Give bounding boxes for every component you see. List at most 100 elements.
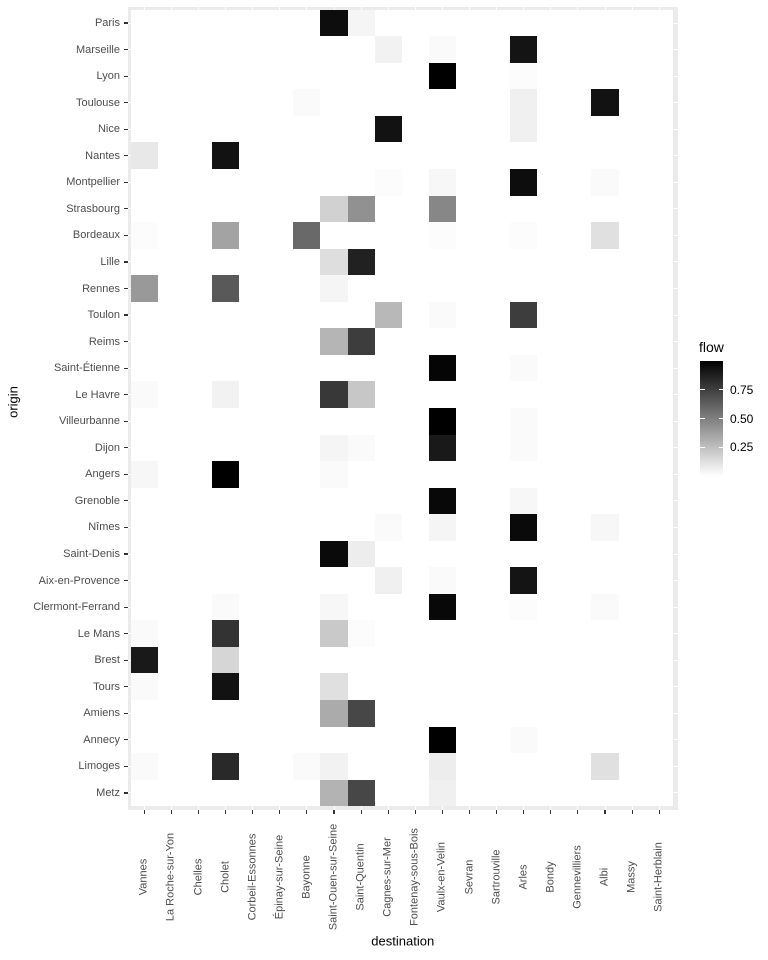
heatmap-tile <box>212 593 240 621</box>
tile-area <box>130 9 673 807</box>
y-tick-label: Amiens <box>83 707 120 720</box>
y-tick-label: Lille <box>100 255 120 268</box>
heatmap-tile <box>428 593 456 621</box>
y-tick-mark <box>124 75 128 77</box>
heatmap-tile <box>130 461 158 488</box>
y-tick-mark <box>124 659 128 661</box>
x-tick-mark <box>658 809 660 814</box>
heatmap-tile <box>510 36 538 63</box>
heatmap-tile <box>212 753 240 780</box>
y-tick-label: Annecy <box>83 733 120 746</box>
heatmap-tile <box>591 169 619 196</box>
heatmap-tile <box>591 593 619 621</box>
x-tick-label: Massy <box>625 861 638 893</box>
x-tick-label: Vaulx-en-Velin <box>435 841 448 913</box>
y-tick-label: Bordeaux <box>72 229 120 242</box>
y-tick-mark <box>124 765 128 767</box>
heatmap-tile <box>428 222 456 249</box>
heatmap-tile <box>320 753 348 780</box>
y-tick-mark <box>124 181 128 183</box>
heatmap-tile <box>347 700 375 727</box>
y-tick-label: Nice <box>97 123 120 136</box>
legend-tick-mark <box>718 446 723 448</box>
heatmap-tile <box>510 434 538 462</box>
heatmap-tile <box>510 89 538 116</box>
y-tick-label: Marseille <box>75 43 120 56</box>
y-tick-label: Le Mans <box>77 627 120 640</box>
x-tick-mark <box>279 809 281 814</box>
x-tick-label: Fontenay-sous-Bois <box>408 828 421 926</box>
heatmap-tile <box>428 567 456 594</box>
y-tick-mark <box>124 155 128 157</box>
heatmap-tile <box>510 514 538 541</box>
heatmap-tile <box>510 487 538 515</box>
heatmap-tile <box>510 726 538 754</box>
heatmap-tile <box>320 540 348 568</box>
y-tick-mark <box>124 341 128 343</box>
x-tick-label: Sevran <box>463 859 475 895</box>
heatmap-tile <box>293 89 321 116</box>
y-tick-label: Villeurbanne <box>59 415 120 428</box>
y-tick-label: Rennes <box>82 282 120 295</box>
heatmap-tile <box>347 620 375 647</box>
x-tick-mark <box>387 809 389 814</box>
y-tick-label: Aix-en-Provence <box>38 574 120 587</box>
heatmap-tile <box>347 434 375 462</box>
heatmap-tile <box>428 36 456 63</box>
x-tick-mark <box>441 809 443 814</box>
y-tick-label: Saint-Denis <box>63 548 120 560</box>
heatmap-tile <box>347 381 375 408</box>
y-tick-mark <box>124 579 128 582</box>
heatmap-tile <box>591 753 619 780</box>
heatmap-tile <box>510 407 538 435</box>
heatmap-tile <box>320 673 348 701</box>
legend-tick-mark <box>700 417 705 420</box>
x-tick-mark <box>523 809 525 814</box>
heatmap-tile <box>293 222 321 249</box>
y-tick-label: Grenoble <box>74 494 120 507</box>
x-tick-label: Bondy <box>544 861 557 893</box>
x-axis-title: destination <box>371 933 435 949</box>
heatmap-tile <box>428 195 456 223</box>
y-tick-label: Angers <box>85 468 120 481</box>
legend-gradient-bar <box>700 361 723 476</box>
legend-tick-label: 0.75 <box>730 382 754 397</box>
y-tick-label: Brest <box>94 654 120 667</box>
heatmap-tile <box>320 779 348 807</box>
heatmap-tile <box>320 620 348 647</box>
y-tick-label: Reims <box>88 335 120 348</box>
y-tick-label: Le Havre <box>75 388 120 401</box>
heatmap-tile <box>347 779 375 807</box>
heatmap-tile <box>591 89 619 116</box>
heatmap-tile <box>510 222 538 249</box>
x-tick-label: Gennevilliers <box>571 845 584 909</box>
heatmap-tile <box>374 514 402 541</box>
y-tick-label: Toulouse <box>75 96 120 109</box>
y-tick-mark <box>124 420 128 422</box>
y-tick-label: Saint-Étienne <box>53 362 120 375</box>
x-tick-label: La Roche-sur-Yon <box>164 832 177 922</box>
y-tick-mark <box>124 633 128 635</box>
heatmap-tile <box>130 753 158 780</box>
heatmap-tile <box>130 142 158 170</box>
y-tick-mark <box>124 367 128 369</box>
x-tick-label: Cholet <box>219 861 232 893</box>
x-tick-mark <box>360 809 362 814</box>
heatmap-tile <box>347 248 375 276</box>
y-tick-mark <box>124 686 128 688</box>
x-tick-mark <box>414 809 416 814</box>
x-tick-label: Cagnes-sur-Mer <box>381 837 394 917</box>
heatmap-tile <box>591 514 619 541</box>
y-tick-mark <box>124 473 128 475</box>
heatmap-tile <box>130 381 158 408</box>
heatmap-tile <box>320 593 348 621</box>
heatmap-tile <box>510 567 538 594</box>
heatmap-tile <box>320 195 348 223</box>
y-tick-label: Nîmes <box>88 521 120 534</box>
y-tick-mark <box>124 22 128 24</box>
heatmap-tile <box>428 779 456 807</box>
x-tick-label: Albi <box>598 867 611 887</box>
x-tick-mark <box>468 809 471 814</box>
heatmap-tile <box>212 142 240 170</box>
